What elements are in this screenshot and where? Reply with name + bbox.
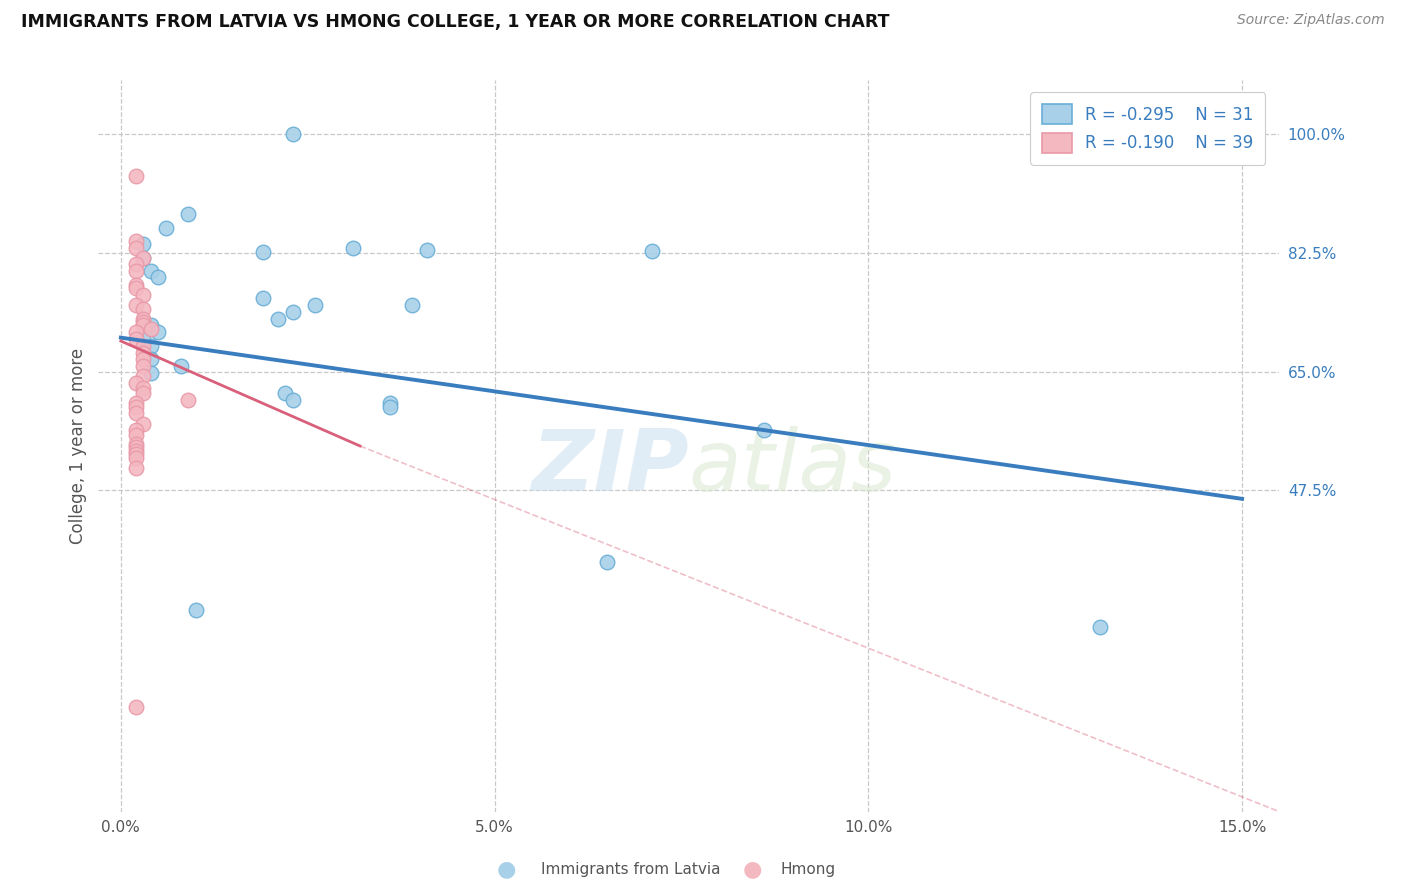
Point [132,352,155,367]
Point [125,450,148,465]
Point [125,407,148,421]
Point [416,244,439,258]
Point [132,332,155,346]
Point [148,325,170,339]
Point [125,437,148,451]
Text: Immigrants from Latvia: Immigrants from Latvia [541,863,721,877]
Point [132,237,155,252]
Point [281,128,304,142]
Point [401,298,423,312]
Point [132,301,155,316]
Point [169,359,191,373]
Point [252,244,274,259]
Point [132,417,155,431]
Point [139,339,162,353]
Y-axis label: College, 1 year or more: College, 1 year or more [69,348,87,544]
Point [132,318,155,333]
Point [155,221,177,235]
Point [304,298,326,312]
Point [139,352,162,367]
Point [132,311,155,326]
Point [139,318,162,333]
Point [125,258,148,272]
Point [132,359,155,373]
Point [125,396,148,410]
Point [132,251,155,265]
Point [125,169,148,184]
Point [125,325,148,339]
Point [752,424,775,438]
Point [139,366,162,380]
Point [132,386,155,401]
Point [148,270,170,285]
Text: ZIP: ZIP [531,426,689,509]
Point [378,396,401,410]
Text: ●: ● [496,860,516,880]
Point [274,386,297,401]
Point [252,291,274,305]
Point [125,376,148,390]
Point [177,392,200,407]
Point [125,277,148,292]
Point [281,392,304,407]
Point [640,244,662,258]
Point [132,339,155,353]
Point [125,281,148,295]
Point [342,241,364,255]
Point [132,369,155,384]
Point [132,288,155,302]
Point [125,241,148,255]
Point [267,311,290,326]
Point [139,322,162,336]
Point [132,381,155,395]
Point [132,345,155,359]
Point [132,315,155,329]
Point [125,234,148,248]
Point [125,447,148,461]
Text: IMMIGRANTS FROM LATVIA VS HMONG COLLEGE, 1 YEAR OR MORE CORRELATION CHART: IMMIGRANTS FROM LATVIA VS HMONG COLLEGE,… [21,13,890,31]
Point [281,305,304,319]
Point [139,263,162,277]
Point [125,443,148,458]
Text: ●: ● [742,860,762,880]
Point [177,207,200,221]
Text: Source: ZipAtlas.com: Source: ZipAtlas.com [1237,13,1385,28]
Point [184,603,207,617]
Point [125,699,148,714]
Legend: R = -0.295    N = 31, R = -0.190    N = 39: R = -0.295 N = 31, R = -0.190 N = 39 [1031,92,1265,165]
Point [125,428,148,442]
Text: Hmong: Hmong [780,863,835,877]
Point [125,400,148,414]
Point [125,264,148,278]
Point [125,441,148,455]
Point [1088,620,1111,634]
Point [125,460,148,475]
Text: atlas: atlas [689,426,897,509]
Point [125,298,148,312]
Point [378,400,401,414]
Point [125,424,148,438]
Point [132,251,155,265]
Point [596,556,619,570]
Point [125,332,148,346]
